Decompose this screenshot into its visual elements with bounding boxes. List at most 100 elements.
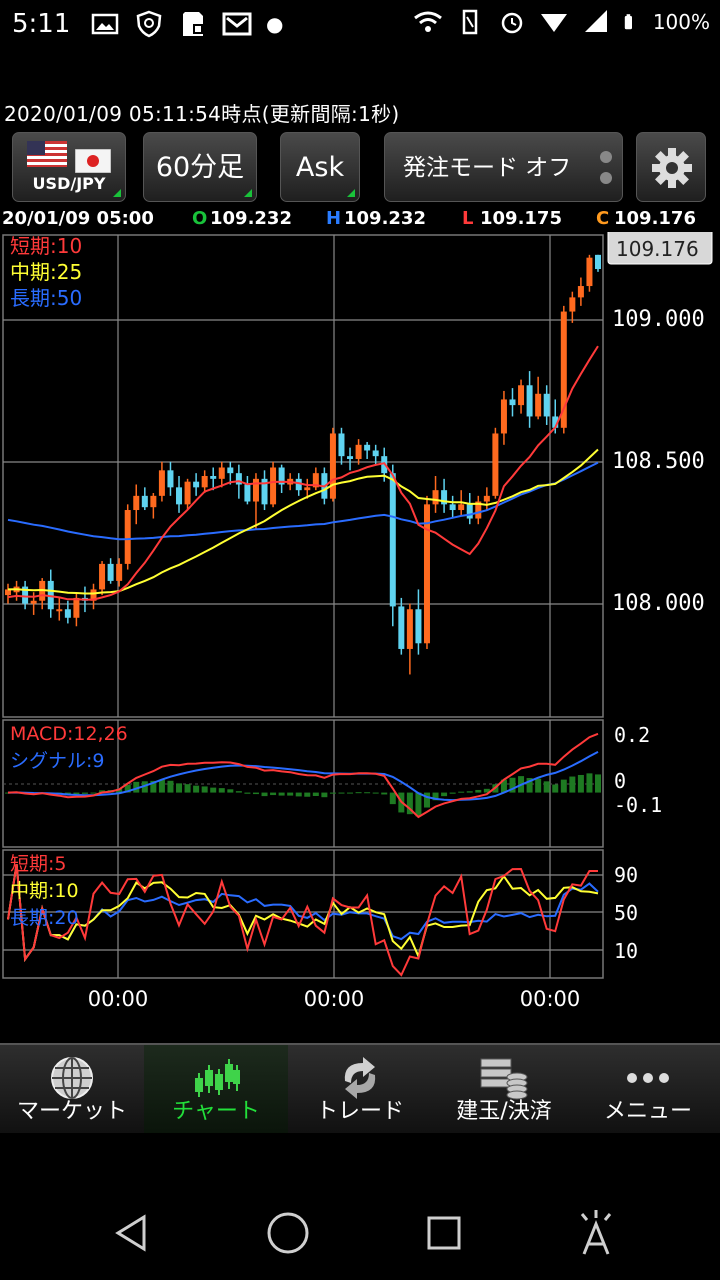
- candle-body: [5, 589, 11, 596]
- sd-card-icon: [183, 12, 203, 36]
- candle-body: [124, 510, 131, 564]
- oscillator-short-line: [7, 863, 598, 977]
- macd-legend-macd: MACD:12,26: [10, 723, 128, 745]
- candle-body: [141, 495, 148, 508]
- signal-icon: [540, 14, 567, 32]
- dropdown-indicator-icon: [244, 189, 252, 197]
- candle-body: [312, 473, 319, 488]
- vibrate-icon: [462, 9, 478, 35]
- macd-y-tick: 0.2: [614, 723, 650, 747]
- candle-body: [201, 476, 208, 488]
- alarm-icon: [501, 12, 523, 34]
- macd-histogram-bar: [252, 792, 259, 795]
- macd-histogram-bar: [312, 792, 319, 797]
- coins-icon: [480, 1058, 528, 1100]
- nav-trade[interactable]: トレード: [288, 1045, 432, 1135]
- candle-body: [552, 416, 559, 428]
- macd-histogram-bar: [458, 791, 465, 793]
- order-mode-toggle[interactable]: 発注モード オフ: [384, 132, 623, 202]
- close-value: 109.176: [614, 208, 696, 229]
- macd-y-tick: 0: [614, 769, 626, 793]
- candle-body: [518, 385, 525, 406]
- osc-y-tick: 50: [614, 901, 638, 925]
- back-icon[interactable]: [112, 1213, 152, 1253]
- macd-histogram-bar: [287, 792, 294, 796]
- candle-body: [244, 484, 251, 502]
- macd-histogram-bar: [338, 792, 345, 794]
- macd-series: [5, 732, 601, 819]
- candle-body: [47, 580, 54, 610]
- price-type-button[interactable]: Ask: [280, 132, 360, 202]
- macd-histogram-bar: [441, 792, 448, 797]
- macd-histogram-bar: [389, 792, 396, 805]
- macd-histogram-bar: [81, 792, 88, 794]
- timeframe-button[interactable]: 60分足: [143, 132, 257, 202]
- ma-short-line: [7, 345, 599, 601]
- candle-body: [73, 597, 80, 618]
- osc-legend-short: 短期:5: [10, 853, 67, 875]
- macd-histogram-bar: [167, 780, 174, 793]
- candle-body: [458, 504, 465, 511]
- macd-histogram-bar: [500, 779, 507, 793]
- ma-legend-mid: 中期:25: [10, 260, 82, 284]
- candle-body: [466, 504, 473, 519]
- candle-body: [107, 563, 114, 581]
- candle-body: [64, 609, 71, 618]
- candle-body: [116, 563, 123, 581]
- macd-histogram-bar: [244, 792, 251, 794]
- candle-body: [56, 609, 63, 612]
- macd-histogram-bar: [355, 792, 362, 794]
- candle-body: [30, 600, 37, 604]
- macd-histogram-bar: [372, 792, 379, 794]
- nav-positions[interactable]: 建玉/決済: [432, 1045, 576, 1135]
- candle-body: [398, 606, 405, 649]
- dropdown-indicator-icon: [113, 189, 121, 197]
- y-tick-label: 108.500: [612, 449, 705, 474]
- candle-body: [184, 481, 191, 505]
- candle-body: [133, 495, 140, 511]
- currency-pair-button[interactable]: USD/JPY: [12, 132, 126, 202]
- dot-icon: ●: [266, 12, 284, 36]
- candle-body: [252, 478, 259, 502]
- nav-chart[interactable]: チャート: [144, 1045, 288, 1135]
- osc-y-tick: 10: [614, 939, 638, 963]
- y-tick-label: 108.000: [612, 591, 705, 616]
- accessibility-icon[interactable]: [574, 1208, 618, 1256]
- recents-icon[interactable]: [426, 1215, 462, 1251]
- candle-body: [364, 444, 371, 451]
- macd-histogram-bar: [210, 787, 217, 793]
- macd-histogram-bar: [235, 791, 242, 793]
- candle-body: [406, 609, 413, 649]
- us-flag-icon: [27, 141, 67, 167]
- candle-body: [329, 433, 336, 499]
- settings-button[interactable]: [636, 132, 706, 202]
- mail-icon: [222, 12, 252, 36]
- osc-legend-mid: 中期:10: [10, 880, 79, 902]
- nav-market[interactable]: マーケット: [0, 1045, 144, 1135]
- macd-histogram-bar: [133, 781, 140, 793]
- macd-y-tick: -0.1: [614, 793, 662, 817]
- currency-pair-label: USD/JPY: [32, 174, 106, 193]
- home-icon[interactable]: [265, 1210, 311, 1256]
- candle-body: [372, 450, 379, 457]
- macd-histogram-bar: [261, 792, 268, 797]
- close-label: C: [596, 208, 610, 229]
- candle-body: [176, 487, 183, 505]
- nav-menu[interactable]: メニュー: [576, 1045, 720, 1135]
- nav-label: 建玉/決済: [456, 1099, 552, 1124]
- macd-histogram-bar: [415, 792, 422, 817]
- candle-body: [167, 470, 174, 488]
- oscillator-panel-frame: [2, 849, 604, 979]
- macd-histogram-bar: [526, 778, 533, 793]
- macd-histogram-bar: [347, 792, 354, 794]
- order-mode-label: 発注モード オフ: [403, 155, 572, 181]
- candle-body: [355, 444, 362, 459]
- candle-body: [526, 385, 533, 417]
- macd-histogram-bar: [577, 774, 584, 793]
- candle-body: [90, 589, 97, 601]
- candle-body: [423, 504, 430, 644]
- signal-line: [7, 751, 599, 802]
- macd-histogram-bar: [543, 781, 550, 793]
- chart-area[interactable]: 109.000 108.500 108.000 109.176 短期:10 中期…: [0, 232, 720, 1022]
- macd-histogram-bar: [321, 792, 328, 798]
